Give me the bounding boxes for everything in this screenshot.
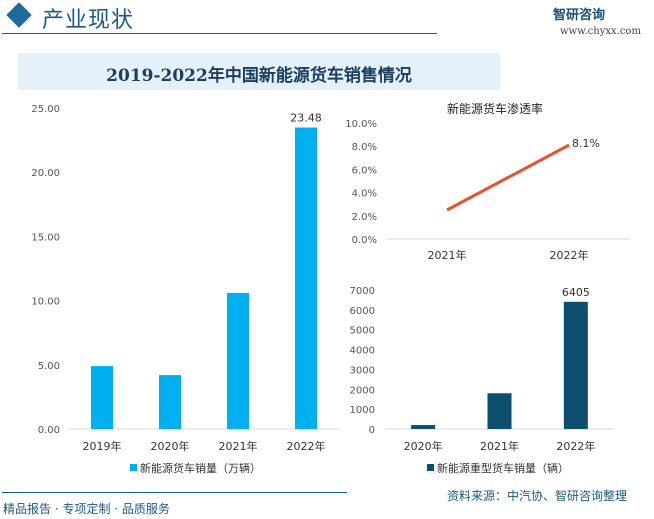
y-tick-label: 4.0% — [352, 189, 377, 200]
data-label: 8.1% — [572, 137, 600, 150]
series-line — [446, 143, 570, 212]
y-tick-label: 8.0% — [352, 142, 377, 153]
y-tick-label: 5.00 — [38, 361, 60, 372]
data-label: 6405 — [562, 286, 590, 299]
y-tick-label: 1000 — [350, 405, 375, 416]
y-tick-label: 2000 — [350, 385, 375, 396]
y-tick-label: 0.00 — [38, 425, 60, 436]
source-note: 资料来源：中汽协、智研咨询整理 — [447, 489, 628, 503]
y-tick-label: 3000 — [350, 365, 375, 376]
footer-slogan: 精品报告 · 专项定制 · 品质服务 — [3, 502, 170, 516]
logo: 智研咨询 — [553, 8, 606, 23]
legend-swatch — [427, 464, 434, 471]
y-tick-label: 4000 — [350, 346, 375, 357]
x-tick-label: 2020年 — [151, 439, 190, 453]
section-title: 产业现状 — [42, 8, 135, 33]
chart-sales: 0.00 5.00 10.00 15.00 20.00 25.00 2019年 2020年 20… — [31, 104, 340, 475]
main-title: 2019-2022年中国新能源货车销售情况 — [106, 66, 412, 86]
bar — [227, 292, 249, 429]
bar — [159, 375, 181, 429]
legend-label: 新能源重型货车销量（辆） — [437, 461, 569, 475]
y-tick-label: 7000 — [350, 286, 375, 297]
x-tick-label: 2021年 — [219, 439, 258, 453]
x-tick-label: 2021年 — [480, 439, 519, 453]
x-tick-label: 2020年 — [404, 439, 443, 453]
legend-swatch — [130, 464, 137, 471]
x-tick-label: 2019年 — [83, 439, 122, 453]
chart-title: 新能源货车渗透率 — [447, 101, 543, 116]
data-label: 23.48 — [290, 112, 322, 125]
y-tick-label: 5000 — [350, 326, 375, 337]
chart-heavy: 0 1000 2000 3000 4000 5000 6000 7000 2020年 2021年 2… — [350, 286, 614, 475]
footer-divider — [2, 492, 347, 493]
y-tick-label: 10.0% — [345, 119, 377, 130]
bar — [91, 366, 113, 429]
site-url: www.chyxx.com — [560, 26, 641, 37]
header-divider — [2, 33, 437, 34]
y-tick-label: 6000 — [350, 306, 375, 317]
y-tick-label: 0.0% — [352, 235, 377, 246]
x-tick-label: 2022年 — [550, 248, 589, 262]
y-tick-label: 25.00 — [31, 104, 60, 115]
y-tick-label: 20.00 — [31, 168, 60, 179]
y-tick-label: 2.0% — [352, 212, 377, 223]
chart-penetration: 新能源货车渗透率 0.0% 2.0% 4.0% 6.0% 8.0% 10.0% 2021年 20… — [345, 101, 630, 262]
y-tick-label: 15.00 — [31, 232, 60, 243]
y-tick-label: 0 — [369, 425, 375, 436]
bar — [295, 127, 317, 430]
x-tick-label: 2021年 — [428, 248, 467, 262]
y-tick-label: 10.00 — [31, 297, 60, 308]
legend-label: 新能源货车销量（万辆） — [140, 461, 261, 475]
bar — [563, 301, 588, 429]
x-tick-label: 2022年 — [556, 439, 595, 453]
bar — [487, 393, 512, 429]
y-tick-label: 6.0% — [352, 165, 377, 176]
title-band: 2019-2022年中国新能源货车销售情况 — [18, 53, 500, 90]
x-tick-label: 2022年 — [287, 439, 326, 453]
bar — [411, 425, 436, 429]
